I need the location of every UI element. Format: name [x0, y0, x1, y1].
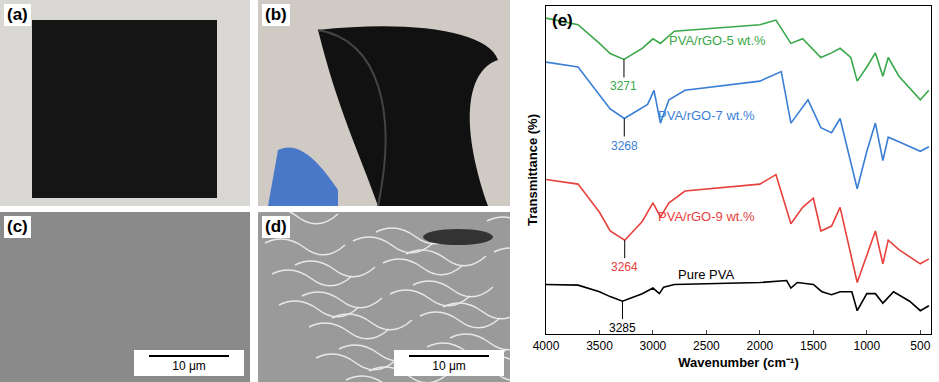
- svg-text:2000: 2000: [747, 339, 774, 353]
- html-text:(b): (b): [265, 5, 287, 24]
- svg-text:Transmittance (%): Transmittance (%): [525, 114, 540, 226]
- svg-text:PVA/rGO-7 wt.%: PVA/rGO-7 wt.%: [658, 108, 755, 123]
- svg-text:3285: 3285: [609, 321, 636, 335]
- html-text:(c): (c): [7, 217, 28, 236]
- html-text:(a): (a): [7, 5, 28, 24]
- svg-text:Pure PVA: Pure PVA: [678, 267, 734, 282]
- svg-text:(e): (e): [552, 11, 573, 30]
- svg-text:2500: 2500: [693, 339, 720, 353]
- svg-text:3264: 3264: [611, 260, 638, 274]
- svg-text:1000: 1000: [853, 339, 880, 353]
- svg-text:3000: 3000: [640, 339, 667, 353]
- svg-text:PVA/rGO-9 wt.%: PVA/rGO-9 wt.%: [658, 209, 755, 224]
- svg-text:4000: 4000: [533, 339, 560, 353]
- svg-text:PVA/rGO-5 wt.%: PVA/rGO-5 wt.%: [669, 33, 766, 48]
- svg-text:3268: 3268: [611, 139, 638, 153]
- svg-text:1500: 1500: [800, 339, 827, 353]
- svg-text:Wavenumber (cm⁻¹): Wavenumber (cm⁻¹): [678, 355, 799, 370]
- svg-text:3500: 3500: [586, 339, 613, 353]
- svg-text:3271: 3271: [610, 79, 637, 93]
- svg-text:500: 500: [910, 339, 930, 353]
- html-text:(d): (d): [265, 217, 287, 236]
- html-text:10 μm: 10 μm: [432, 359, 466, 373]
- html-text:10 μm: 10 μm: [172, 359, 206, 373]
